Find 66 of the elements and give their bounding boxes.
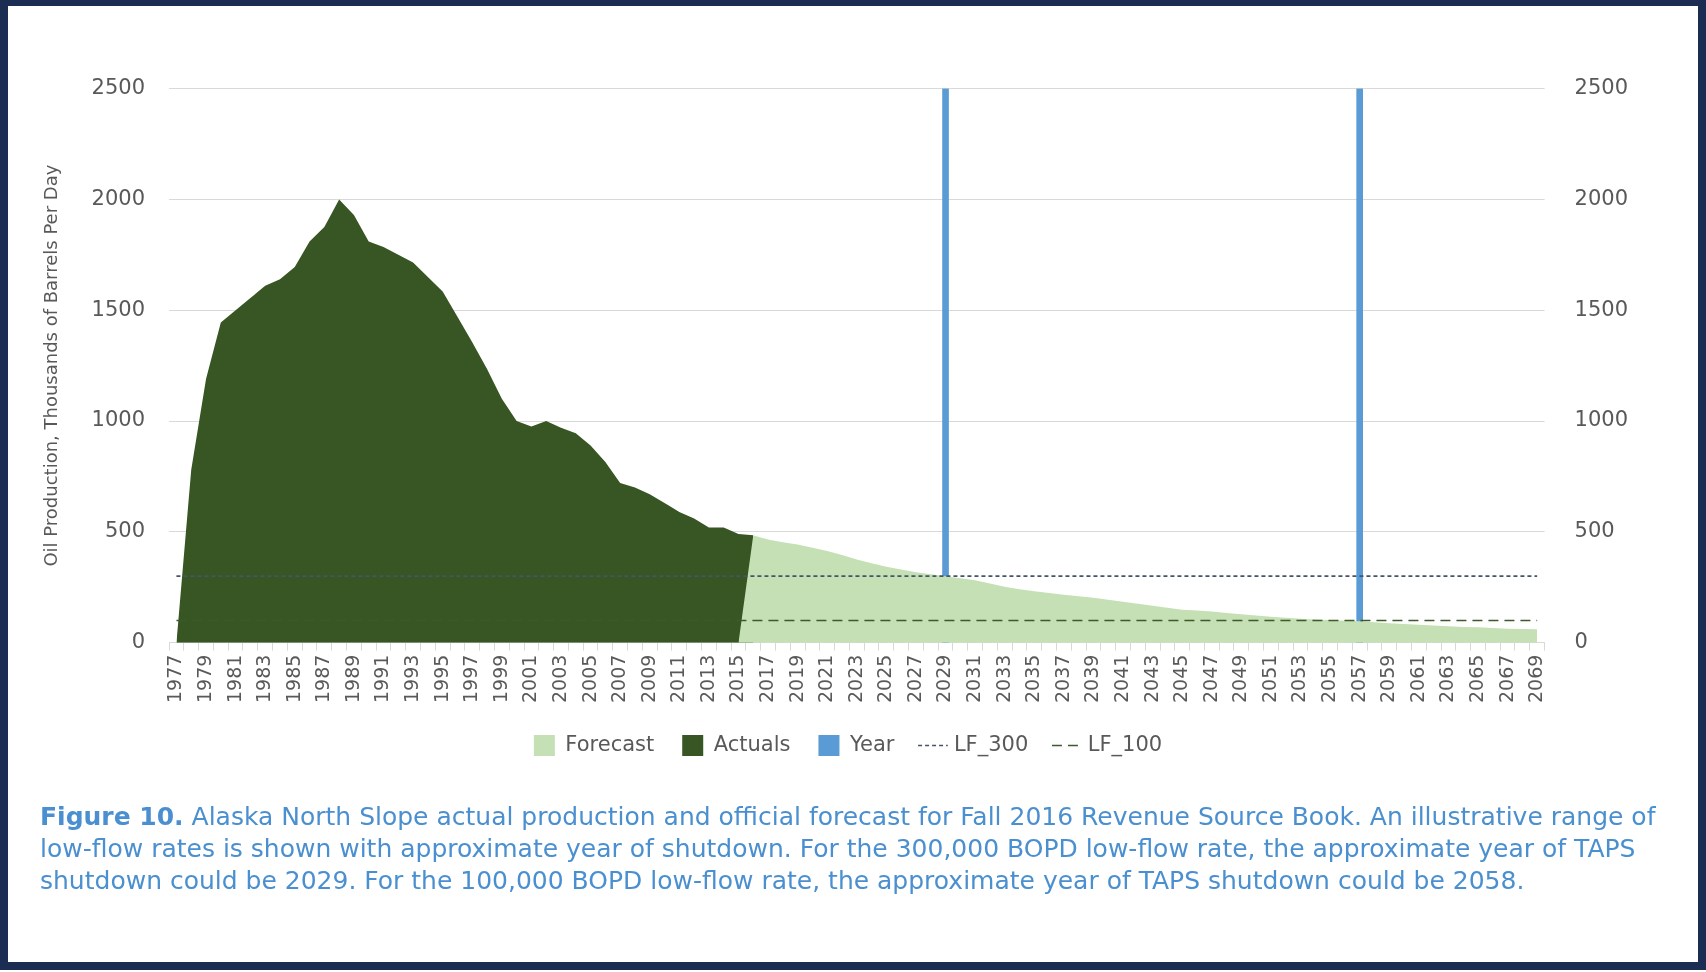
y-tick-label: 1000 <box>91 407 146 432</box>
x-tick-label: 2039 <box>1080 654 1103 704</box>
x-tick-label: 2055 <box>1317 654 1340 704</box>
x-tick-label: 2005 <box>577 654 600 704</box>
x-tick-label: 1979 <box>192 654 215 704</box>
x-tick-label: 2035 <box>1021 654 1044 704</box>
x-tick-label: 2045 <box>1169 654 1192 704</box>
x-tick-label: 2029 <box>932 654 955 704</box>
y-tick-label: 2000 <box>91 185 146 210</box>
x-tick-label: 2067 <box>1494 654 1517 704</box>
x-tick-label: 2053 <box>1287 654 1310 704</box>
x-tick-label: 2043 <box>1139 654 1162 704</box>
legend-label: LF_100 <box>1087 731 1163 757</box>
y2-tick-label: 1500 <box>1574 296 1629 321</box>
legend-label: Year <box>848 731 895 756</box>
x-tick-label: 1981 <box>222 654 245 704</box>
x-tick-label: 1999 <box>488 654 511 704</box>
legend-label: LF_300 <box>953 731 1029 757</box>
x-tick-label: 2069 <box>1524 654 1547 704</box>
legend-label: Forecast <box>565 731 655 756</box>
y2-tick-label: 2000 <box>1574 185 1629 210</box>
x-tick-label: 2057 <box>1346 654 1369 704</box>
y-axis-title: Oil Production, Thousands of Barrels Per Day <box>40 164 62 567</box>
x-tick-label: 2007 <box>607 654 630 704</box>
x-tick-label: 1991 <box>370 654 393 704</box>
x-tick-label: 2049 <box>1228 654 1251 704</box>
y2-tick-label: 500 <box>1574 518 1615 543</box>
x-tick-label: 2065 <box>1464 654 1487 704</box>
y2-tick-label: 0 <box>1574 629 1588 654</box>
x-tick-label: 2001 <box>518 654 541 704</box>
x-tick-label: 2051 <box>1257 654 1280 704</box>
x-tick-label: 1983 <box>252 654 275 704</box>
y2-tick-label: 1000 <box>1574 407 1629 432</box>
x-tick-label: 2017 <box>754 654 777 704</box>
x-tick-label: 2013 <box>695 654 718 704</box>
x-tick-label: 2059 <box>1376 654 1399 704</box>
x-tick-label: 1987 <box>311 654 334 704</box>
x-tick-label: 2033 <box>991 654 1014 704</box>
x-tick-label: 2031 <box>962 654 985 704</box>
y-tick-label: 500 <box>104 518 146 543</box>
caption: Figure 10. Alaska North Slope actual production and official forecast for Fall 2016 Revenue Source Book. An illustrative range of low-flow rates is shown with approximate year of shutdown. For the 300,000 BOPD low-flow rate, the approximate year of TAPS shutdown could be 2029. For the 100,000 BOPD low-flow rate, the approximate year of TAPS shutdown could be 2058. <box>40 801 1657 897</box>
x-tick-label: 2025 <box>873 654 896 704</box>
y-tick-label: 0 <box>131 629 146 654</box>
x-tick-label: 2011 <box>666 654 689 704</box>
x-tick-label: 1997 <box>459 654 482 704</box>
x-tick-label: 1995 <box>429 654 452 704</box>
y-tick-label: 2500 <box>91 75 146 100</box>
x-tick-label: 1985 <box>281 654 304 704</box>
x-tick-label: 2023 <box>843 654 866 704</box>
x-tick-label: 2027 <box>902 654 925 704</box>
y-tick-label: 1500 <box>91 296 146 321</box>
x-tick-label: 2041 <box>1109 654 1132 704</box>
x-tick-label: 2009 <box>636 654 659 704</box>
x-tick-label: 2021 <box>814 654 837 704</box>
x-tick-label: 2061 <box>1405 654 1428 704</box>
x-tick-label: 2019 <box>784 654 807 704</box>
x-tick-label: 2063 <box>1435 654 1458 704</box>
x-tick-label: 1977 <box>163 654 186 704</box>
x-tick-label: 2015 <box>725 654 748 704</box>
x-tick-label: 2047 <box>1198 654 1221 704</box>
y2-tick-label: 2500 <box>1574 75 1629 100</box>
x-tick-label: 2003 <box>547 654 570 704</box>
x-tick-label: 2037 <box>1050 654 1073 704</box>
x-tick-label: 1989 <box>340 654 363 704</box>
x-tick-label: 1993 <box>400 654 423 704</box>
legend-label: Actuals <box>713 731 791 756</box>
